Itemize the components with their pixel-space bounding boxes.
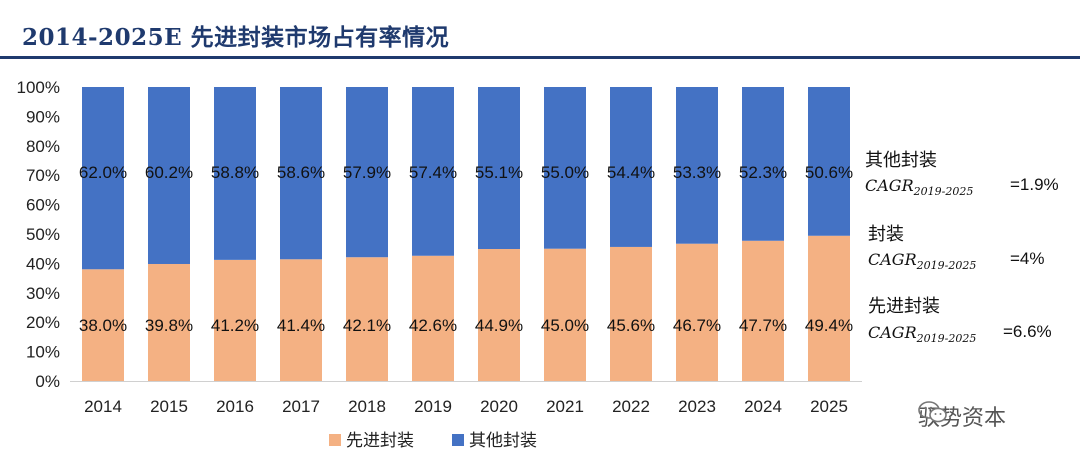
x-tick-label: 2019 <box>414 397 452 416</box>
data-label-other: 62.0% <box>79 163 127 182</box>
bar-segment-other <box>742 87 784 241</box>
bar-segment-other <box>610 87 652 247</box>
bar-segment-other <box>412 87 454 256</box>
data-label-other: 60.2% <box>145 163 193 182</box>
bar-segment-other <box>544 87 586 249</box>
bar-segment-advanced <box>742 240 784 381</box>
legend-label-advanced: 先进封装 <box>346 431 414 450</box>
wechat-icon <box>918 401 947 423</box>
y-axis: 0% 10% 20% 30% 40% 50% 60% 70% 80% 90% 100% <box>17 78 60 391</box>
bar-segment-other <box>280 87 322 260</box>
annotation-label-other: 其他封装 <box>865 150 937 170</box>
y-tick-label: 70% <box>26 166 60 185</box>
data-label-other: 58.8% <box>211 163 259 182</box>
bar-segment-other <box>214 87 256 260</box>
y-tick-label: 40% <box>26 254 60 273</box>
chart-title: 2014-2025E 先进封装市场占有率情况 <box>22 24 450 51</box>
data-label-advanced: 39.8% <box>145 316 193 335</box>
bar-segment-advanced <box>280 259 322 381</box>
data-label-advanced: 45.0% <box>541 316 589 335</box>
data-label-other: 58.6% <box>277 163 325 182</box>
annotation-value-other: =1.9% <box>1010 175 1059 194</box>
cagr-annotations: 其他封装 CAGR2019-2025 =1.9% 封装 CAGR2019-202… <box>865 150 1059 345</box>
data-label-other: 53.3% <box>673 163 721 182</box>
legend-label-other: 其他封装 <box>469 431 537 450</box>
y-tick-label: 30% <box>26 284 60 303</box>
y-tick-label: 10% <box>26 343 60 362</box>
bar-segment-advanced <box>544 248 586 381</box>
annotation-cagr-advanced: CAGR2019-2025 <box>868 323 976 345</box>
y-tick-label: 20% <box>26 313 60 332</box>
data-label-advanced: 41.4% <box>277 316 325 335</box>
data-label-other: 54.4% <box>607 163 655 182</box>
bars <box>82 87 850 381</box>
data-label-advanced: 44.9% <box>475 316 523 335</box>
x-tick-label: 2017 <box>282 397 320 416</box>
y-tick-label: 100% <box>17 78 60 97</box>
bar-segment-advanced <box>478 248 520 381</box>
bar-segment-advanced <box>610 246 652 381</box>
x-tick-label: 2018 <box>348 397 386 416</box>
annotation-value-advanced: =6.6% <box>1003 322 1052 341</box>
x-axis: 2014 2015 2016 2017 2018 2019 2020 2021 2022 2023… <box>70 381 862 416</box>
x-tick-label: 2014 <box>84 397 122 416</box>
data-label-other: 57.4% <box>409 163 457 182</box>
bar-segment-advanced <box>412 255 454 381</box>
data-label-advanced: 38.0% <box>79 316 127 335</box>
watermark: 驭势资本 <box>918 400 1006 432</box>
bar-segment-advanced <box>214 259 256 381</box>
annotation-label-advanced: 先进封装 <box>868 296 940 316</box>
bar-segment-other <box>346 87 388 258</box>
data-labels: 38.0% 62.0% 39.8% 60.2% 41.2% 58.8% 41.4% 58.6%… <box>79 163 853 335</box>
x-tick-label: 2023 <box>678 397 716 416</box>
y-tick-label: 50% <box>26 225 60 244</box>
data-label-other: 55.1% <box>475 163 523 182</box>
x-tick-label: 2024 <box>744 397 782 416</box>
annotation-cagr-other: CAGR2019-2025 <box>865 176 973 198</box>
x-tick-label: 2022 <box>612 397 650 416</box>
bar-segment-other <box>82 87 124 270</box>
legend-swatch-other <box>452 434 464 446</box>
bar-segment-advanced <box>676 243 718 381</box>
bar-segment-other <box>808 87 850 236</box>
legend: 先进封装 其他封装 <box>329 431 537 450</box>
y-tick-label: 0% <box>35 372 60 391</box>
bar-segment-advanced <box>346 257 388 381</box>
bar-segment-other <box>676 87 718 244</box>
data-label-other: 50.6% <box>805 163 853 182</box>
data-label-advanced: 45.6% <box>607 316 655 335</box>
y-tick-label: 90% <box>26 107 60 126</box>
data-label-other: 52.3% <box>739 163 787 182</box>
x-tick-label: 2021 <box>546 397 584 416</box>
data-label-advanced: 42.1% <box>343 316 391 335</box>
bar-segment-advanced <box>82 269 124 381</box>
annotation-label-package: 封装 <box>868 224 904 244</box>
y-tick-label: 60% <box>26 196 60 215</box>
bar-segment-other <box>478 87 520 249</box>
y-tick-label: 80% <box>26 137 60 156</box>
data-label-advanced: 42.6% <box>409 316 457 335</box>
x-tick-label: 2020 <box>480 397 518 416</box>
data-label-advanced: 46.7% <box>673 316 721 335</box>
data-label-advanced: 41.2% <box>211 316 259 335</box>
x-tick-label: 2016 <box>216 397 254 416</box>
data-label-advanced: 49.4% <box>805 316 853 335</box>
data-label-advanced: 47.7% <box>739 316 787 335</box>
data-label-other: 55.0% <box>541 163 589 182</box>
bar-segment-advanced <box>808 235 850 381</box>
annotation-value-package: =4% <box>1010 249 1045 268</box>
x-tick-label: 2025 <box>810 397 848 416</box>
data-label-other: 57.9% <box>343 163 391 182</box>
bar-segment-advanced <box>148 263 190 381</box>
annotation-cagr-package: CAGR2019-2025 <box>868 250 976 272</box>
x-tick-label: 2015 <box>150 397 188 416</box>
title-divider <box>0 56 1080 59</box>
bar-segment-other <box>148 87 190 264</box>
legend-swatch-advanced <box>329 434 341 446</box>
